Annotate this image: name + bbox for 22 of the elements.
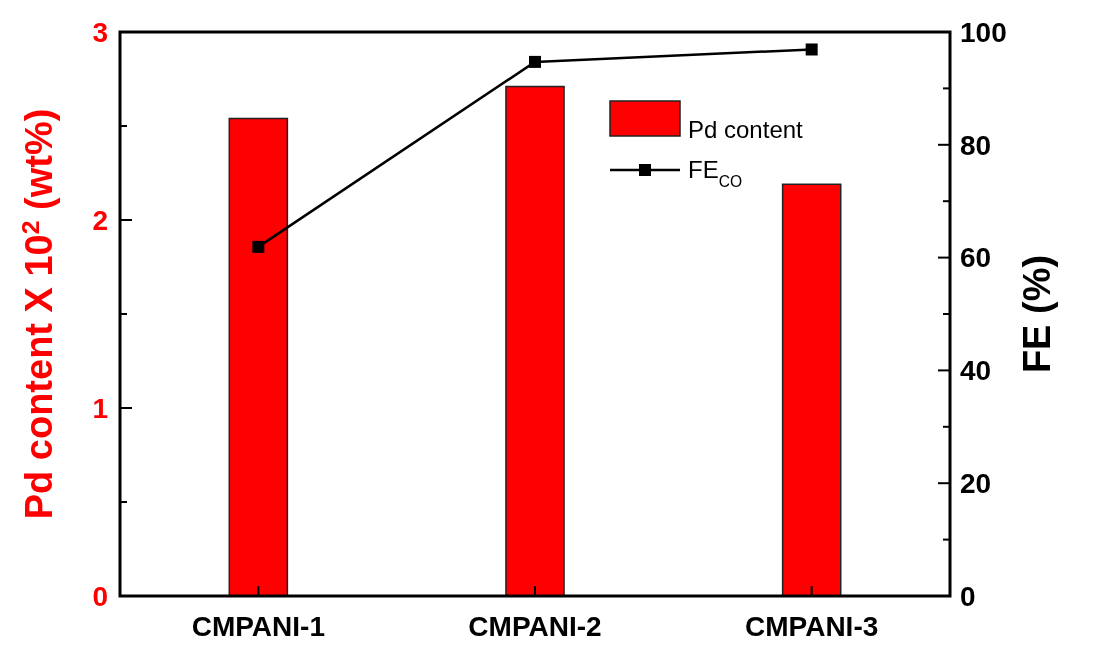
y2-tick-label: 100 bbox=[960, 16, 1007, 48]
bar bbox=[228, 117, 289, 597]
y2-tick-label: 60 bbox=[960, 242, 992, 274]
x-tick-label: CMPANI-2 bbox=[468, 611, 602, 642]
x-tick-label: CMPANI-1 bbox=[191, 611, 325, 642]
point bbox=[805, 43, 818, 56]
bar bbox=[781, 183, 842, 597]
legend-label: FE$_{CO}$ bbox=[688, 156, 743, 190]
y-tick-label: 0 bbox=[92, 580, 108, 612]
bar bbox=[505, 85, 565, 597]
y2-tick-label: 40 bbox=[960, 355, 992, 387]
y-tick-label: 1 bbox=[92, 392, 108, 424]
y-tick-label: 3 bbox=[92, 16, 108, 48]
x-tick-label: CMPANI-3 bbox=[745, 611, 879, 642]
point bbox=[252, 240, 265, 253]
y2-axis-title: FE (%) bbox=[1016, 254, 1058, 374]
y2-tick-label: 80 bbox=[960, 129, 992, 161]
y-tick-label: 2 bbox=[92, 204, 108, 236]
point bbox=[529, 55, 541, 68]
y2-tick-label: 20 bbox=[960, 468, 992, 499]
y2-tick-label: 0 bbox=[960, 580, 976, 612]
legend-label: Pd content bbox=[688, 116, 804, 144]
